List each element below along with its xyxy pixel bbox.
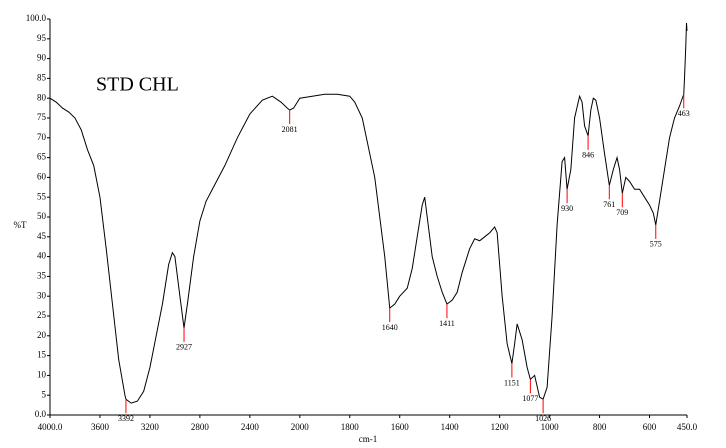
spectrum-line xyxy=(49,22,688,404)
y-tick-label: 85 xyxy=(37,72,47,82)
y-tick-label: 25 xyxy=(37,310,47,320)
x-tick-label: 1800 xyxy=(341,422,360,432)
peak-label: 2081 xyxy=(282,125,298,134)
x-tick-label: 1600 xyxy=(391,422,410,432)
peak-label: 1026 xyxy=(535,414,551,423)
peak-label: 930 xyxy=(561,204,573,213)
peak-label: 1151 xyxy=(504,378,520,387)
x-tick-label: 4000.0 xyxy=(38,422,63,432)
peak-label: 846 xyxy=(582,151,594,160)
peak-label: 709 xyxy=(616,208,628,217)
y-tick-label: 90 xyxy=(37,53,47,63)
y-tick-label: 0.0 xyxy=(35,409,47,419)
y-tick-label: 65 xyxy=(37,152,47,162)
y-tick-label: 50 xyxy=(37,211,47,221)
peak-label: 3392 xyxy=(118,414,134,423)
x-tick-label: 1400 xyxy=(441,422,460,432)
x-axis-label: cm-1 xyxy=(359,434,378,444)
x-tick-label: 1000 xyxy=(541,422,560,432)
peak-label: 1077 xyxy=(522,394,538,403)
y-tick-label: 20 xyxy=(37,330,47,340)
y-tick-label: 70 xyxy=(37,132,47,142)
y-tick-label: 40 xyxy=(37,251,47,261)
y-tick-label: 30 xyxy=(37,290,47,300)
x-tick-label: 3200 xyxy=(141,422,160,432)
y-tick-label: 60 xyxy=(37,171,47,181)
peak-label: 1640 xyxy=(382,323,398,332)
y-tick-label: 100.0 xyxy=(26,13,47,23)
y-tick-label: 55 xyxy=(37,191,47,201)
x-tick-label: 2800 xyxy=(191,422,210,432)
x-tick-label: 2000 xyxy=(291,422,310,432)
y-tick-label: 75 xyxy=(37,112,47,122)
y-tick-label: 80 xyxy=(37,92,47,102)
y-tick-label: 5 xyxy=(42,389,47,399)
y-axis-label: %T xyxy=(14,220,27,230)
chart-title: STD CHL xyxy=(96,74,179,96)
y-tick-label: 15 xyxy=(37,350,47,360)
peak-label: 575 xyxy=(650,240,662,249)
x-tick-label: 600 xyxy=(643,422,657,432)
y-tick-label: 95 xyxy=(37,33,47,43)
y-tick-label: 45 xyxy=(37,231,47,241)
y-tick-label: 10 xyxy=(37,369,47,379)
y-tick-label: 35 xyxy=(37,270,47,280)
x-tick-label: 2400 xyxy=(241,422,260,432)
peak-label: 761 xyxy=(603,200,615,209)
peak-label: 1411 xyxy=(439,319,455,328)
peak-label: 2927 xyxy=(176,343,192,352)
x-tick-label: 450.0 xyxy=(677,422,698,432)
peak-label: 463 xyxy=(678,109,690,118)
x-tick-label: 1200 xyxy=(491,422,510,432)
x-tick-label: 3600 xyxy=(91,422,110,432)
x-tick-label: 800 xyxy=(593,422,607,432)
